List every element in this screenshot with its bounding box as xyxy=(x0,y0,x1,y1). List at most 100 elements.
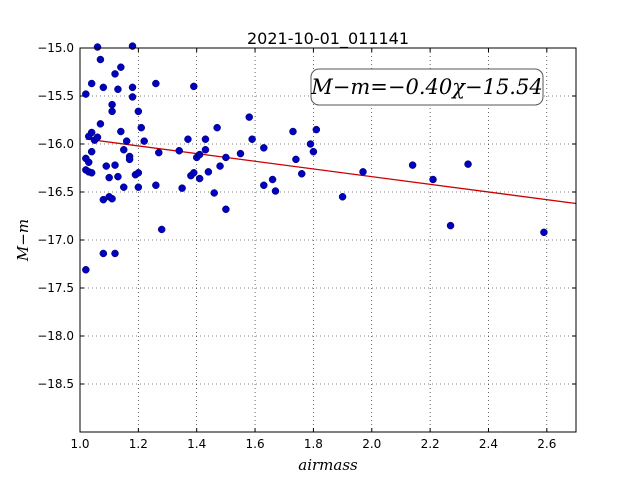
data-point xyxy=(96,55,105,64)
data-point xyxy=(108,107,116,116)
data-point xyxy=(248,135,256,143)
data-point xyxy=(122,137,131,145)
data-point xyxy=(289,127,297,136)
data-point xyxy=(87,128,96,137)
data-point xyxy=(134,169,143,177)
data-point xyxy=(268,175,277,184)
data-point xyxy=(93,43,102,51)
fit-line-layer xyxy=(85,138,577,205)
x-tick-label: 2.2 xyxy=(421,437,440,451)
x-tick-label: 2.4 xyxy=(479,437,498,451)
data-point xyxy=(216,162,224,170)
x-tick-label: 1.2 xyxy=(129,437,148,451)
data-point xyxy=(236,149,245,158)
data-point xyxy=(157,225,166,234)
data-point xyxy=(87,147,96,156)
y-tick-label: −16.0 xyxy=(37,137,74,151)
x-axis-label: airmass xyxy=(298,456,358,474)
y-tick-label: −18.0 xyxy=(37,329,74,343)
data-point xyxy=(201,135,210,143)
data-point xyxy=(128,42,137,50)
y-tick-label: −18.5 xyxy=(37,377,74,391)
x-tick-label: 1.0 xyxy=(70,437,89,451)
data-point xyxy=(195,150,204,159)
chart-title: 2021-10-01_011141 xyxy=(247,29,409,49)
data-point xyxy=(446,221,455,230)
data-point xyxy=(137,123,146,132)
data-point xyxy=(222,205,230,214)
data-point xyxy=(105,173,113,182)
y-tick-label: −15.0 xyxy=(37,41,74,55)
data-point xyxy=(111,249,119,258)
data-point xyxy=(222,153,230,162)
data-point xyxy=(108,100,116,109)
data-point xyxy=(195,174,204,183)
x-tick-labels: 1.0 1.2 1.4 1.6 1.8 2.0 2.2 2.4 2.6 xyxy=(70,437,556,451)
data-point xyxy=(408,161,417,169)
data-point xyxy=(82,90,90,98)
data-point xyxy=(260,181,268,190)
data-point xyxy=(429,175,437,184)
y-tick-label: −16.5 xyxy=(37,185,74,199)
y-axis-label: M−m xyxy=(14,219,32,262)
data-point xyxy=(306,140,315,148)
data-points xyxy=(82,42,548,274)
data-point xyxy=(155,148,163,157)
data-point xyxy=(140,137,148,145)
data-point xyxy=(359,168,367,176)
data-point xyxy=(99,83,108,92)
data-point xyxy=(117,63,125,71)
x-tick-label: 1.6 xyxy=(246,437,265,451)
x-tick-label: 1.4 xyxy=(187,437,206,451)
data-point xyxy=(85,158,93,166)
data-point xyxy=(540,228,548,237)
data-point xyxy=(87,79,96,88)
data-point xyxy=(175,146,183,155)
data-point xyxy=(152,181,160,190)
data-point xyxy=(297,170,306,178)
data-point xyxy=(134,183,143,191)
data-point xyxy=(184,135,192,143)
data-point xyxy=(120,183,128,191)
data-point xyxy=(152,79,160,88)
data-point xyxy=(312,125,321,134)
data-point xyxy=(190,169,198,177)
data-point xyxy=(128,83,137,92)
data-point xyxy=(114,85,122,94)
data-point xyxy=(178,184,186,192)
data-point xyxy=(464,160,472,168)
data-point xyxy=(245,113,253,121)
data-point xyxy=(190,82,198,91)
data-point xyxy=(114,172,122,181)
data-point xyxy=(125,155,134,164)
data-point xyxy=(96,120,105,128)
x-tick-label: 2.0 xyxy=(362,437,381,451)
axis-ticks xyxy=(79,47,576,432)
data-point xyxy=(309,147,318,156)
data-point xyxy=(111,70,119,78)
x-tick-label: 1.8 xyxy=(304,437,323,451)
data-point xyxy=(82,266,90,274)
data-point xyxy=(210,189,218,197)
data-point xyxy=(134,107,143,116)
data-point xyxy=(338,193,347,201)
data-point xyxy=(87,169,96,177)
annotation-text: M−m=−0.40χ−15.54 xyxy=(310,75,542,99)
data-point xyxy=(213,123,221,132)
y-tick-label: −15.5 xyxy=(37,89,74,103)
data-point xyxy=(204,168,213,176)
data-point xyxy=(108,194,116,203)
data-point xyxy=(93,133,102,142)
data-point xyxy=(99,249,108,258)
data-point xyxy=(128,93,137,101)
y-tick-label: −17.5 xyxy=(37,281,74,295)
data-point xyxy=(271,187,280,195)
fit-line xyxy=(85,138,577,205)
data-point xyxy=(260,144,268,152)
y-tick-labels: −15.0 −15.5 −16.0 −16.5 −17.0 −17.5 −18.0 −18.5 xyxy=(37,41,74,391)
data-point xyxy=(201,146,210,154)
data-point xyxy=(102,162,111,170)
y-tick-label: −17.0 xyxy=(37,233,74,247)
fit-equation-annotation: M−m=−0.40χ−15.54 xyxy=(310,68,544,106)
